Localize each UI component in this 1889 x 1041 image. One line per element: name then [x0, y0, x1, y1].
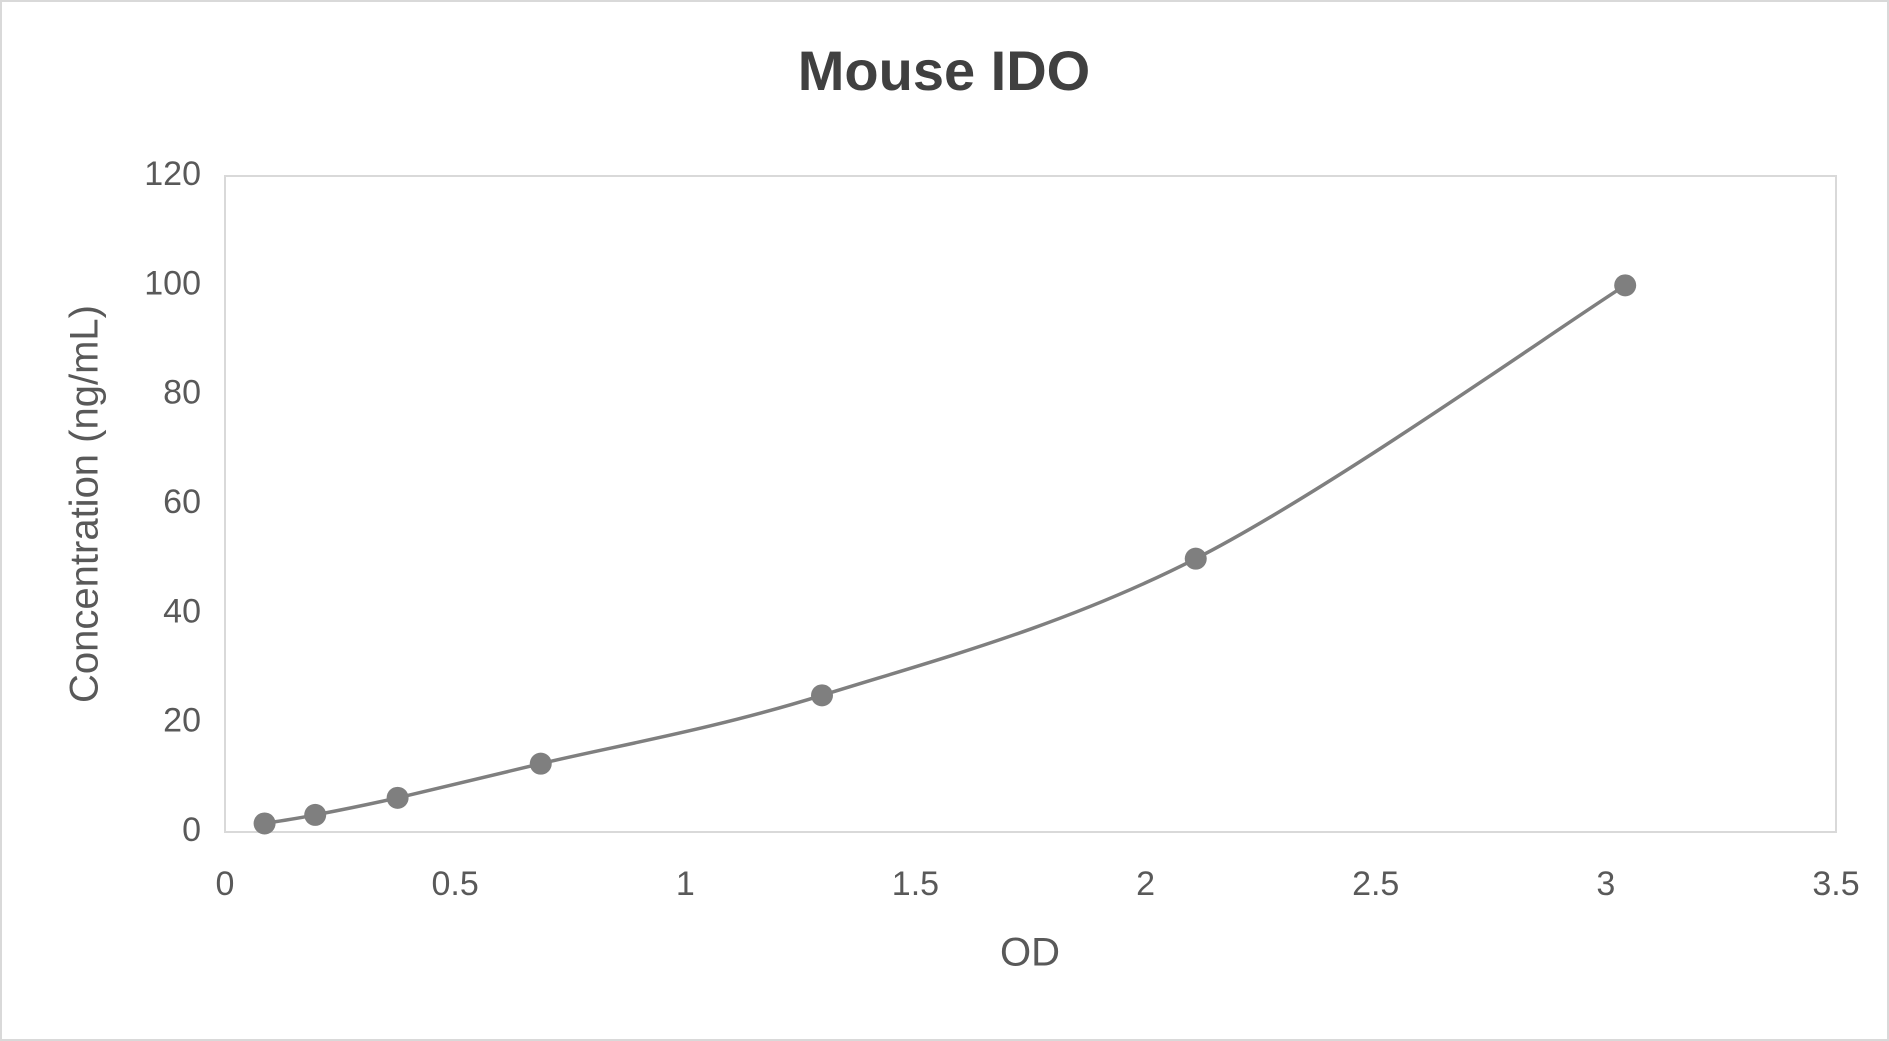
data-point [304, 803, 327, 826]
y-tick-label: 0 [182, 811, 201, 849]
y-tick-label: 60 [163, 483, 201, 521]
x-tick-label: 3.5 [1812, 865, 1859, 903]
x-tick-label: 0.5 [432, 865, 479, 903]
chart-title: Mouse IDO [798, 39, 1090, 102]
y-tick-label: 20 [163, 702, 201, 740]
x-tick-label: 0 [216, 865, 235, 903]
data-point [1184, 547, 1207, 570]
y-tick-label: 40 [163, 592, 201, 630]
y-tick-label: 80 [163, 374, 201, 412]
y-tick-label: 120 [144, 155, 201, 193]
x-tick-label: 2 [1136, 865, 1155, 903]
series-line [264, 283, 1627, 826]
x-axis-title: OD [1000, 931, 1060, 975]
x-tick-label: 3 [1596, 865, 1615, 903]
x-tick-label: 1 [676, 865, 695, 903]
plot-border [224, 175, 1837, 833]
y-axis-title: Concentration (ng/mL) [63, 305, 107, 703]
data-point [1614, 274, 1637, 297]
x-tick-label: 2.5 [1352, 865, 1399, 903]
data-point [386, 786, 409, 809]
data-point [529, 752, 552, 775]
data-point [810, 684, 833, 707]
x-tick-label: 1.5 [892, 865, 939, 903]
y-tick-label: 100 [144, 264, 201, 302]
data-point [253, 812, 276, 835]
